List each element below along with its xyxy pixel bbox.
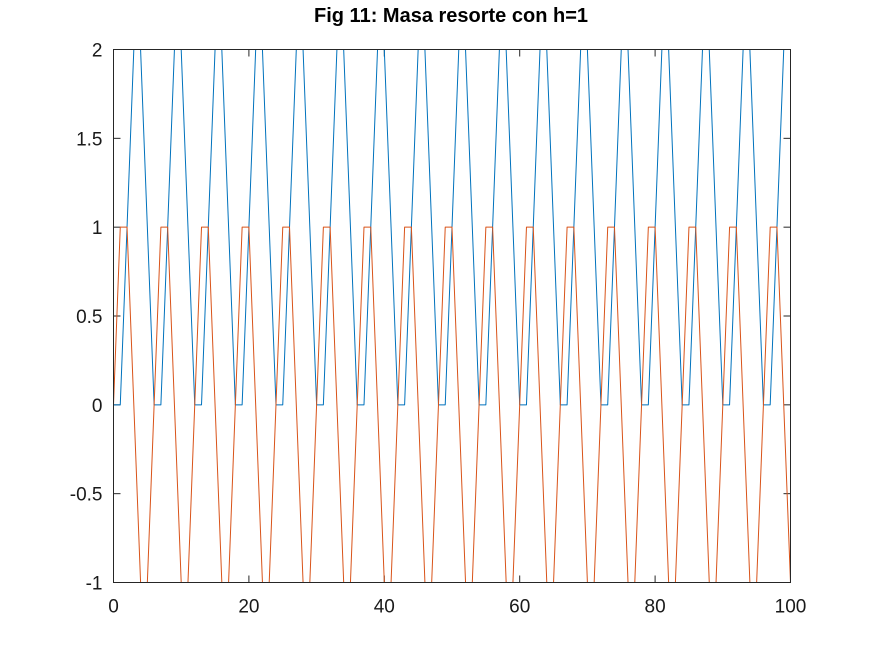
- y-tick-label: 1: [92, 218, 103, 239]
- x-tick-label: 40: [374, 597, 395, 618]
- x-tick-label: 100: [775, 597, 807, 618]
- x-tick-label: 80: [645, 597, 666, 618]
- y-tick-label: 0.5: [76, 307, 102, 328]
- y-axis: -1 -0.5 0 0.5 1 1.5 2: [70, 41, 791, 595]
- x-tick-label: 20: [238, 597, 259, 618]
- y-tick-label: -0.5: [70, 485, 103, 506]
- x-tick-label: 60: [509, 597, 530, 618]
- y-tick-label: 1.5: [76, 129, 102, 150]
- x-tick-label: 0: [108, 597, 119, 618]
- axes-frame: [113, 49, 791, 583]
- plot-area: [113, 49, 791, 583]
- chart-title: Fig 11: Masa resorte con h=1: [314, 5, 588, 27]
- y-tick-label: 0: [92, 396, 103, 417]
- y-tick-label: -1: [86, 574, 103, 595]
- y-tick-label: 2: [92, 41, 103, 62]
- x-axis: 0 20 40 60 80 100: [108, 49, 807, 618]
